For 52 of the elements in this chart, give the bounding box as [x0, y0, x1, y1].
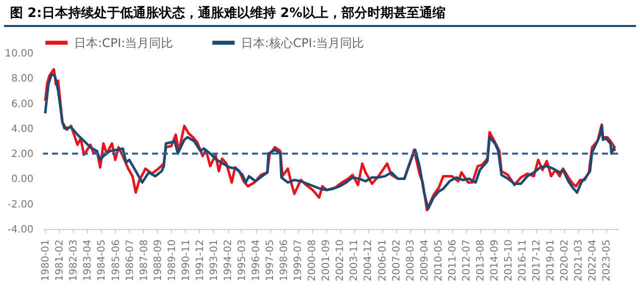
x-tick-label: 2014-09 — [489, 240, 500, 282]
legend-label: 日本:核心CPI:当月同比 — [241, 36, 364, 50]
x-tick-label: 2015-10 — [503, 240, 514, 282]
x-tick-label: 2006-01 — [377, 240, 388, 282]
x-tick-label: 1986-07 — [124, 240, 136, 282]
y-tick-label: 10.00 — [4, 48, 34, 60]
x-tick-label: 2016-11 — [518, 240, 529, 282]
x-tick-label: 1989-10 — [166, 240, 178, 282]
x-tick-label: 2020-02 — [560, 240, 571, 282]
legend-label: 日本:CPI:当月同比 — [74, 36, 174, 50]
x-tick-label: 2023-05 — [602, 240, 613, 282]
x-tick-label: 1993-01 — [208, 240, 220, 282]
y-tick-label: 2.00 — [11, 149, 34, 160]
x-tick-label: 2011-06 — [447, 240, 458, 282]
x-tick-label: 1999-07 — [293, 240, 304, 282]
y-tick-label: 0.00 — [11, 174, 34, 186]
x-tick-label: 1981-02 — [54, 240, 66, 282]
x-tick-label: 2017-12 — [532, 240, 543, 282]
x-tick-label: 2022-04 — [588, 240, 599, 282]
x-tick-label: 1997-05 — [265, 240, 276, 282]
x-tick-label: 2002-10 — [335, 240, 346, 282]
x-tick-label: 2003-11 — [349, 240, 360, 282]
x-tick-label: 1996-04 — [251, 240, 262, 282]
x-tick-label: 2012-07 — [461, 240, 472, 282]
x-tick-label: 1984-05 — [96, 240, 108, 282]
x-tick-label: 1982-03 — [68, 240, 80, 282]
x-tick-label: 2007-02 — [391, 240, 402, 282]
x-tick-label: 1998-06 — [279, 240, 290, 282]
x-tick-label: 1994-02 — [223, 240, 234, 282]
x-tick-label: 2013-08 — [475, 240, 486, 282]
x-tick-label: 2004-12 — [363, 240, 374, 282]
x-tick-label: 1985-06 — [110, 240, 122, 282]
y-tick-label: 6.00 — [11, 98, 34, 110]
y-tick-label: 8.00 — [11, 74, 34, 85]
x-tick-label: 1991-12 — [194, 240, 206, 282]
x-tick-label: 1987-08 — [138, 240, 150, 282]
x-tick-label: 1980-01 — [40, 240, 52, 282]
x-tick-label: 2019-01 — [546, 240, 557, 282]
x-tick-label: 2009-04 — [419, 240, 430, 282]
y-tick-label: 4.00 — [11, 124, 34, 135]
x-tick-label: 1995-03 — [236, 240, 248, 282]
x-tick-label: 2008-03 — [405, 240, 416, 282]
x-tick-label: 2001-09 — [321, 240, 332, 282]
x-tick-label: 2000-08 — [307, 240, 318, 282]
x-tick-label: 2010-05 — [433, 240, 444, 282]
x-tick-label: 1983-04 — [82, 240, 94, 282]
y-tick-label: -2.00 — [8, 199, 34, 210]
x-tick-label: 1990-11 — [180, 240, 192, 282]
x-tick-label: 2021-03 — [574, 240, 585, 282]
y-tick-label: -4.00 — [8, 224, 34, 236]
chart-title: 图 2:日本持续处于低通胀状态，通胀难以维持 2%以上，部分时期甚至通缩 — [4, 0, 636, 27]
x-tick-label: 1988-09 — [152, 240, 164, 282]
